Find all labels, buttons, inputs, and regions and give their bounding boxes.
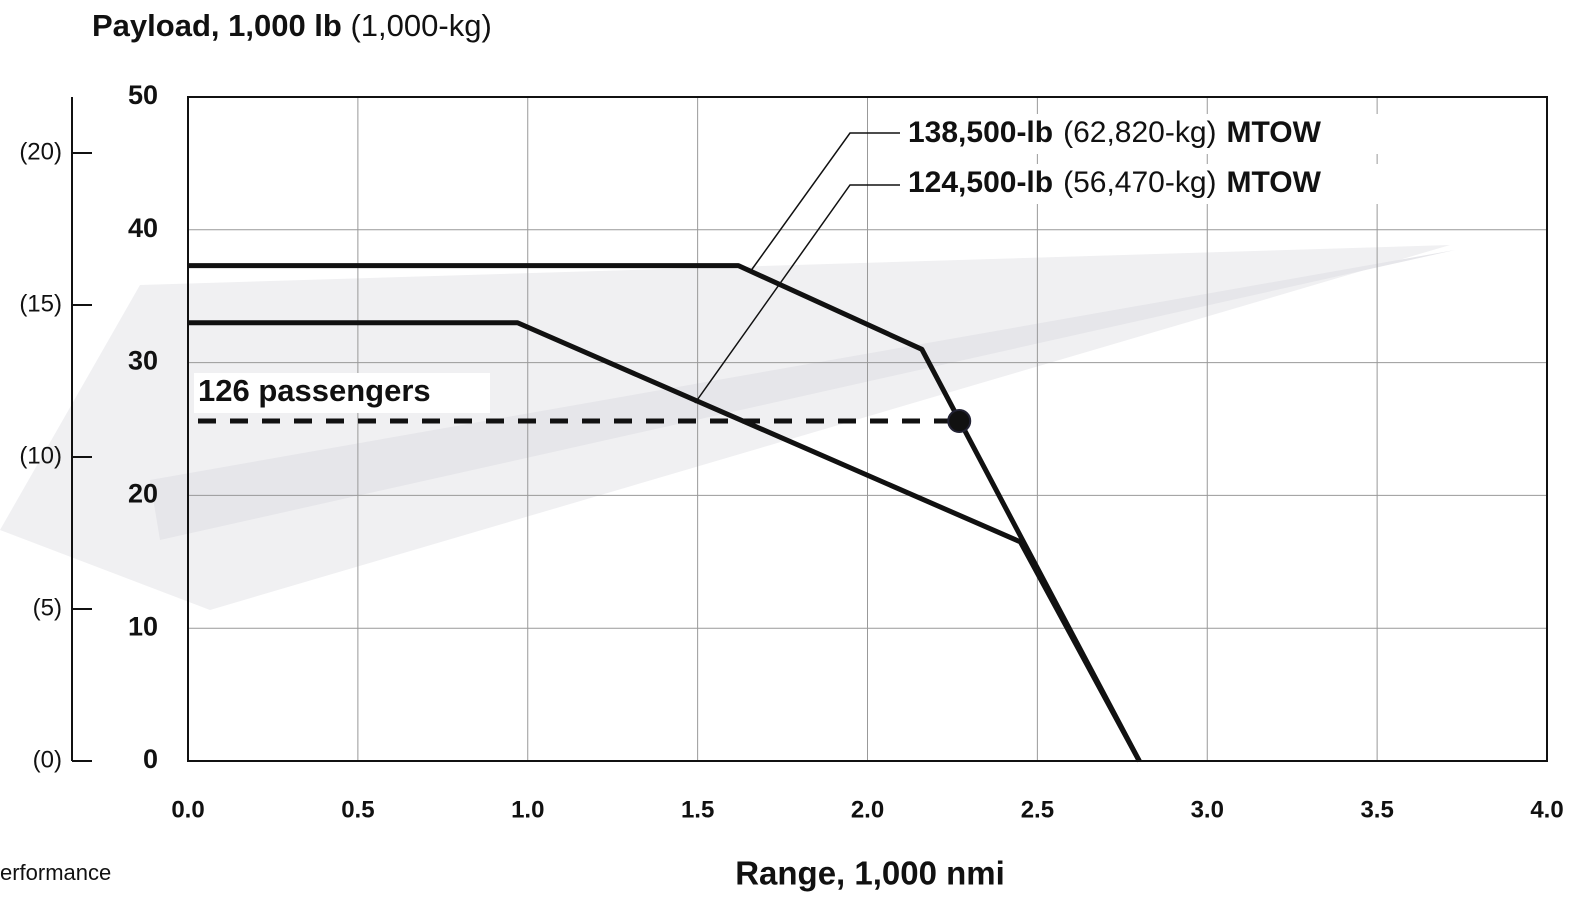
annotation-part: 124,500-lb: [908, 166, 1053, 199]
annotation: 124,500-lb (56,470-kg) MTOW: [908, 166, 1322, 199]
y-tick-label: 30: [128, 346, 158, 376]
reference-label: 126 passengers: [198, 373, 431, 408]
y2-tick-label: (15): [19, 290, 62, 317]
y-tick-label: 10: [128, 611, 158, 641]
y-tick-label: 20: [128, 479, 158, 509]
x-tick-label: 3.0: [1191, 796, 1224, 823]
leader-line: [749, 132, 900, 273]
y2-tick-label: (10): [19, 442, 62, 469]
x-tick-label: 1.5: [681, 796, 714, 823]
annotation: 138,500-lb (62,820-kg) MTOW: [908, 116, 1322, 149]
x-tick-label: 2.0: [851, 796, 884, 823]
y2-tick-label: (20): [19, 138, 62, 165]
annotation-part: (56,470-kg): [1063, 166, 1216, 199]
label-bg: [903, 164, 1379, 204]
label-bg: [903, 114, 1379, 154]
payload-range-line: [188, 263, 1142, 763]
y-tick-label: 50: [128, 80, 158, 110]
y-tick-label: 0: [143, 744, 158, 774]
chart-title: Payload, 1,000 lb (1,000-kg): [92, 8, 492, 43]
annotation-part: MTOW: [1227, 166, 1322, 199]
x-tick-label: 2.5: [1021, 796, 1054, 823]
annotation-part: (62,820-kg): [1063, 116, 1216, 149]
reference-point: [947, 409, 972, 434]
plot-frame: [187, 96, 1548, 762]
y2-tick-label: (5): [33, 594, 62, 621]
x-axis-label: Range, 1,000 nmi: [735, 855, 1005, 892]
leader-line: [694, 184, 900, 404]
x-tick-label: 1.0: [511, 796, 544, 823]
x-tick-label: 0.5: [341, 796, 374, 823]
background-plane: [0, 245, 1450, 610]
y-tick-label: 40: [128, 213, 158, 243]
x-tick-label: 3.5: [1360, 796, 1393, 823]
footnote: erformance: [0, 860, 111, 885]
x-tick-label: 4.0: [1530, 796, 1563, 823]
x-tick-label: 0.0: [171, 796, 204, 823]
label-bg: [194, 373, 490, 413]
payload-range-line: [188, 320, 1142, 763]
y2-tick-label: (0): [33, 746, 62, 773]
annotation-part: 138,500-lb: [908, 116, 1053, 149]
background-plane-wing: [150, 250, 1455, 540]
annotation-part: MTOW: [1227, 116, 1322, 149]
